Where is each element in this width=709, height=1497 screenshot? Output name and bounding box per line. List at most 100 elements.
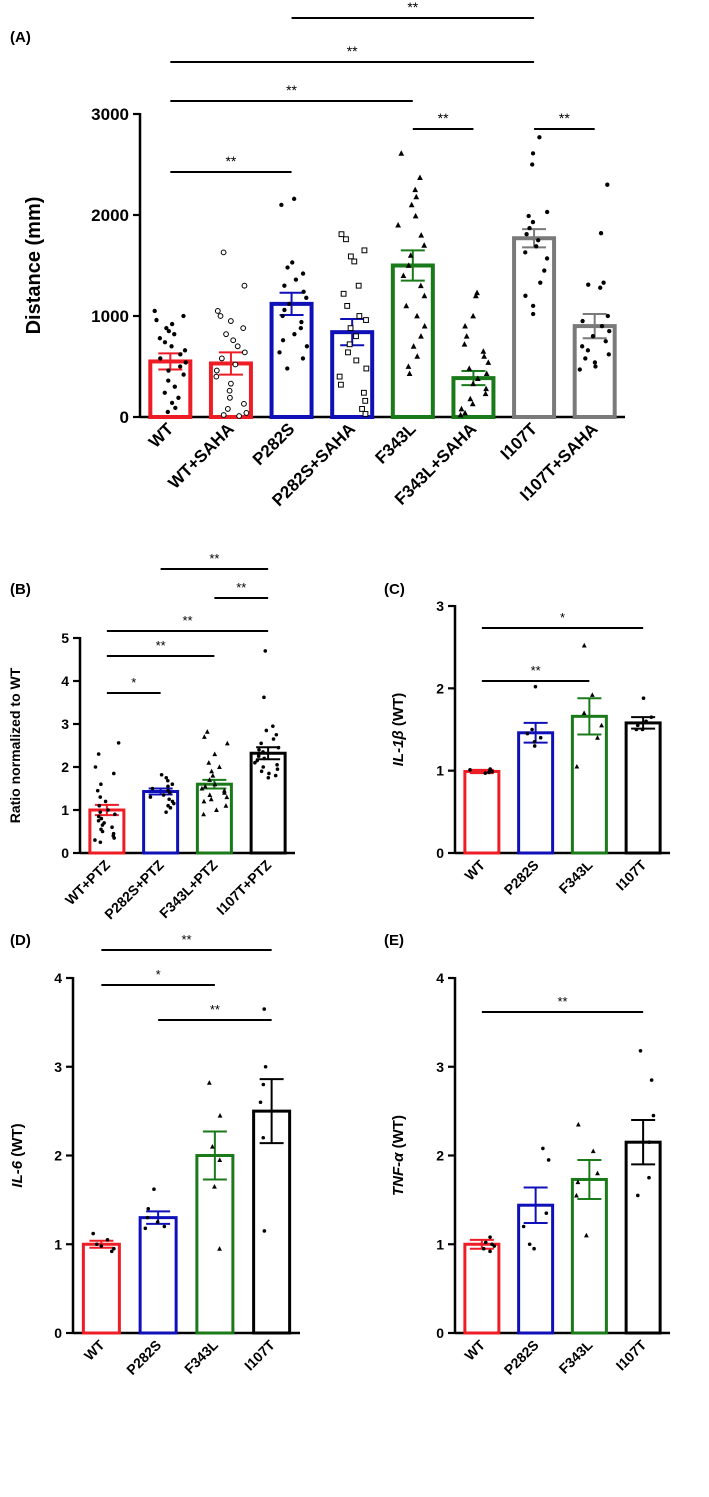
data-point bbox=[474, 375, 481, 382]
data-point bbox=[150, 786, 155, 791]
y-axis-label-gene: TNF-α bbox=[390, 1152, 407, 1196]
significance-label: ** bbox=[209, 551, 219, 566]
data-point bbox=[351, 258, 358, 265]
data-point bbox=[606, 352, 611, 357]
data-point bbox=[201, 734, 207, 739]
data-point bbox=[457, 411, 464, 418]
data-point bbox=[644, 719, 648, 724]
data-point bbox=[336, 373, 343, 380]
data-point bbox=[300, 356, 306, 361]
significance-label: ** bbox=[559, 110, 570, 126]
data-point bbox=[204, 729, 210, 734]
data-point bbox=[488, 1235, 492, 1239]
significance-label: ** bbox=[557, 994, 567, 1009]
data-point bbox=[218, 355, 225, 362]
bar bbox=[88, 808, 126, 855]
data-point bbox=[258, 1100, 263, 1105]
data-point bbox=[166, 378, 171, 383]
data-point bbox=[363, 317, 369, 323]
data-point bbox=[263, 1064, 268, 1069]
data-point bbox=[222, 790, 227, 795]
data-point bbox=[481, 1246, 486, 1251]
y-tick-label: 0 bbox=[120, 408, 129, 427]
data-point bbox=[607, 328, 612, 334]
data-point bbox=[169, 321, 175, 327]
data-point bbox=[167, 797, 171, 802]
data-point bbox=[300, 271, 306, 276]
data-point bbox=[116, 741, 121, 745]
data-point bbox=[182, 348, 188, 353]
data-point bbox=[544, 209, 550, 215]
data-point bbox=[99, 1244, 104, 1248]
panel-label: (A) bbox=[10, 29, 31, 46]
data-point bbox=[353, 357, 360, 364]
data-point bbox=[635, 1193, 640, 1198]
data-point bbox=[220, 412, 227, 418]
category-label: I107T bbox=[241, 1336, 278, 1373]
significance-label: ** bbox=[225, 153, 236, 169]
data-point bbox=[99, 782, 103, 786]
data-point bbox=[417, 282, 424, 289]
data-point bbox=[649, 715, 654, 719]
y-axis-label-unit: (WT) bbox=[390, 693, 407, 730]
data-point bbox=[285, 265, 290, 270]
data-point bbox=[482, 390, 489, 397]
data-point bbox=[598, 231, 604, 236]
data-point bbox=[96, 818, 101, 823]
data-point bbox=[538, 735, 543, 740]
data-point bbox=[241, 282, 248, 289]
data-point bbox=[356, 313, 363, 319]
data-point bbox=[418, 232, 425, 238]
significance-label: ** bbox=[347, 43, 358, 59]
data-point bbox=[483, 370, 490, 376]
data-point bbox=[583, 1232, 589, 1238]
data-point bbox=[266, 775, 271, 780]
data-point bbox=[282, 283, 287, 288]
data-point bbox=[533, 684, 538, 689]
data-point bbox=[407, 252, 414, 258]
data-point bbox=[530, 727, 534, 732]
y-tick-label: 3 bbox=[436, 598, 444, 614]
data-point bbox=[492, 1244, 497, 1248]
y-tick-label: 3000 bbox=[91, 105, 129, 124]
data-point bbox=[145, 1215, 150, 1220]
category-label: WT bbox=[461, 856, 488, 883]
data-point bbox=[483, 771, 488, 775]
y-tick-label: 5 bbox=[61, 630, 69, 646]
data-point bbox=[162, 1224, 167, 1229]
category-label: P282S bbox=[123, 1337, 164, 1378]
data-point bbox=[94, 1242, 99, 1247]
category-label: F343L bbox=[556, 1336, 596, 1376]
category-label: I107T+PTZ bbox=[213, 856, 274, 917]
data-point bbox=[541, 1146, 545, 1151]
bar bbox=[269, 301, 314, 420]
data-point bbox=[243, 410, 250, 416]
data-point bbox=[466, 365, 473, 371]
data-point bbox=[462, 322, 468, 329]
data-point bbox=[527, 1242, 532, 1247]
data-point bbox=[595, 1170, 600, 1176]
data-point bbox=[640, 727, 645, 732]
data-point bbox=[96, 814, 101, 819]
y-tick-label: 2000 bbox=[91, 206, 129, 225]
data-point bbox=[275, 763, 279, 767]
significance-label: ** bbox=[286, 82, 297, 98]
data-point bbox=[262, 756, 267, 761]
data-point bbox=[169, 400, 175, 406]
category-label: WT bbox=[81, 1336, 108, 1363]
data-point bbox=[298, 325, 303, 331]
category-label: F343L bbox=[371, 419, 419, 467]
data-point bbox=[208, 796, 214, 802]
data-point bbox=[546, 1158, 551, 1162]
data-point bbox=[224, 794, 230, 800]
data-point bbox=[360, 389, 367, 396]
data-point bbox=[405, 363, 412, 369]
category-label: F343L+PTZ bbox=[156, 857, 221, 922]
data-point bbox=[217, 1112, 223, 1118]
panel-label: (B) bbox=[10, 581, 31, 598]
category-label: WT+PTZ bbox=[62, 856, 113, 907]
bar bbox=[138, 1216, 178, 1335]
